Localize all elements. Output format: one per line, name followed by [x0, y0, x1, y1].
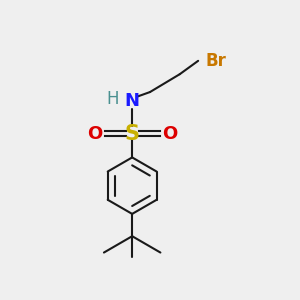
Text: H: H [106, 90, 119, 108]
Text: N: N [125, 92, 140, 110]
Text: Br: Br [206, 52, 227, 70]
Text: O: O [162, 125, 178, 143]
Text: S: S [125, 124, 140, 144]
Text: O: O [87, 125, 102, 143]
